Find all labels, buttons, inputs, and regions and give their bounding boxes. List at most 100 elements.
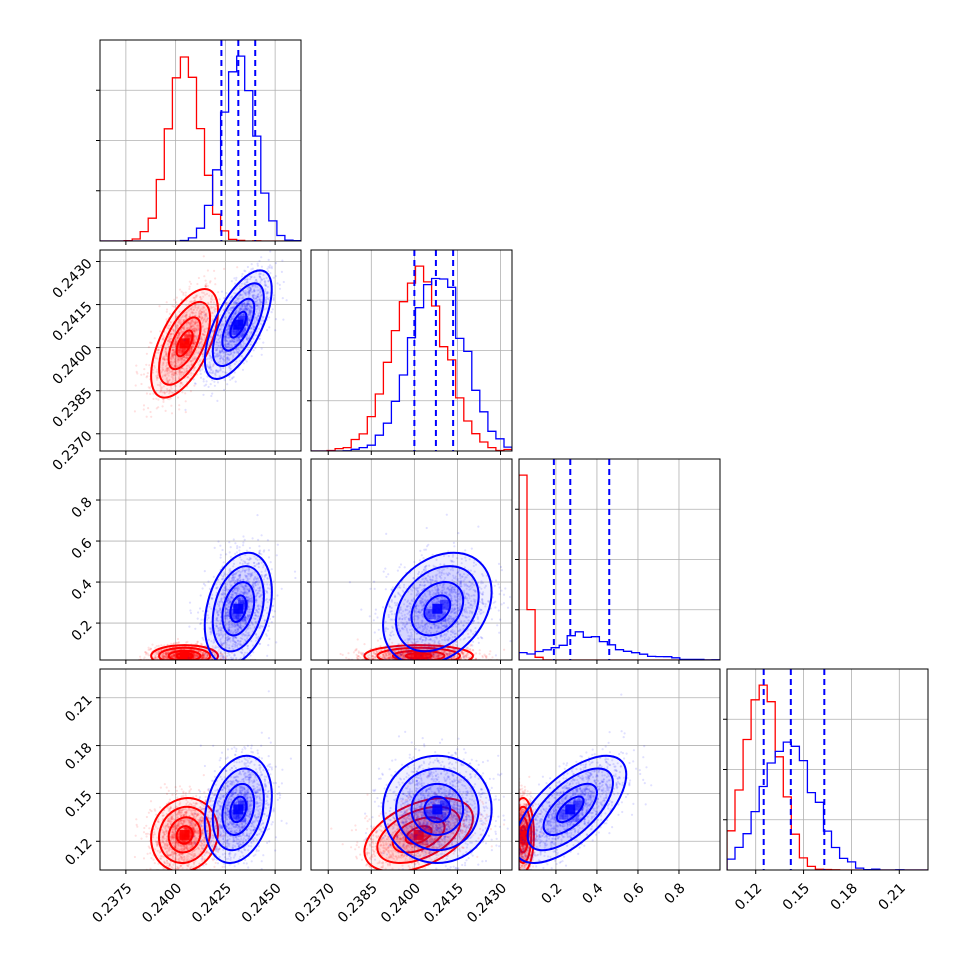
sample-point <box>176 336 179 340</box>
sample-point <box>182 293 185 296</box>
sample-point <box>157 349 160 352</box>
sample-point <box>180 321 183 324</box>
sample-point <box>200 317 204 320</box>
sample-point <box>187 354 190 357</box>
sample-point <box>200 313 203 316</box>
panel-frame <box>99 39 302 242</box>
sample-point <box>196 294 199 297</box>
sample-point <box>184 316 187 319</box>
sample-point <box>182 358 185 362</box>
sample-point <box>210 394 213 398</box>
sample-point <box>172 356 175 359</box>
sample-point <box>195 329 198 332</box>
sample-point <box>172 373 175 376</box>
sample-point <box>185 367 188 370</box>
sample-point <box>194 311 197 314</box>
sample-point <box>157 376 160 379</box>
sample-point <box>225 292 228 295</box>
sample-point <box>191 345 194 348</box>
sample-point <box>206 269 209 272</box>
sample-point <box>183 359 186 362</box>
sample-point <box>186 364 189 367</box>
sample-point <box>178 375 181 379</box>
sample-point <box>166 369 169 372</box>
sample-point <box>185 356 188 359</box>
sample-point <box>176 324 179 327</box>
sample-point <box>228 541 231 544</box>
sample-point <box>159 381 162 384</box>
sample-point <box>196 640 199 643</box>
sample-point <box>197 305 200 308</box>
sample-point <box>198 312 201 315</box>
sample-point <box>165 367 168 370</box>
sample-point <box>213 546 216 550</box>
sample-point <box>172 342 175 345</box>
sample-point <box>179 320 182 323</box>
sample-point <box>213 380 216 383</box>
sample-point <box>174 324 177 327</box>
sample-point <box>189 323 192 326</box>
tick-label-y: 0.2415 <box>50 299 96 345</box>
sample-point <box>178 369 181 372</box>
sample-point <box>201 324 205 328</box>
sample-point <box>206 284 209 288</box>
sample-point <box>208 342 211 345</box>
sample-point <box>190 363 193 366</box>
sample-point <box>177 360 180 363</box>
sample-point <box>203 334 206 337</box>
sample-point <box>178 350 181 354</box>
sample-point <box>214 277 217 280</box>
sample-point <box>190 347 193 350</box>
sample-point <box>178 358 181 362</box>
sample-point <box>278 287 282 290</box>
sample-point <box>197 324 200 327</box>
sample-point <box>193 384 196 387</box>
sample-point <box>269 561 272 564</box>
sample-point <box>267 258 270 261</box>
sample-point <box>155 376 158 379</box>
sample-point <box>203 311 206 314</box>
sample-point <box>212 318 215 321</box>
sample-point <box>178 321 181 324</box>
sample-point <box>175 359 178 362</box>
sample-point <box>208 294 211 297</box>
sample-point <box>234 282 237 285</box>
sample-point <box>193 330 196 333</box>
sample-point <box>280 270 283 273</box>
sample-point <box>159 330 162 333</box>
sample-point <box>168 339 171 342</box>
sample-point <box>179 382 182 385</box>
sample-point <box>190 308 193 311</box>
sample-point <box>192 327 195 330</box>
sample-point <box>231 376 234 379</box>
sample-point <box>280 587 283 590</box>
sample-point <box>174 360 177 363</box>
sample-point <box>256 262 259 265</box>
sample-point <box>204 285 208 288</box>
sample-point <box>171 354 174 357</box>
sample-point <box>203 336 207 339</box>
sample-point <box>201 332 204 336</box>
sample-point <box>161 337 164 340</box>
sample-point <box>183 370 187 373</box>
sample-point <box>183 339 186 342</box>
sample-point <box>190 325 193 328</box>
sample-point <box>182 319 186 322</box>
sample-point <box>168 390 171 393</box>
sample-point <box>281 259 284 262</box>
sample-point <box>182 373 185 376</box>
sample-point <box>204 279 207 282</box>
sample-point <box>173 374 176 377</box>
sample-point <box>254 346 257 350</box>
sample-point <box>194 627 197 630</box>
sample-point <box>156 375 159 378</box>
sample-point <box>191 312 194 315</box>
sample-point <box>209 383 212 386</box>
sample-point <box>173 298 176 301</box>
sample-point <box>183 356 186 359</box>
tick-label-y: 0.2400 <box>50 342 96 388</box>
sample-point <box>190 345 193 348</box>
sample-point <box>198 607 202 610</box>
sample-point <box>174 366 177 369</box>
sample-point <box>180 361 183 364</box>
